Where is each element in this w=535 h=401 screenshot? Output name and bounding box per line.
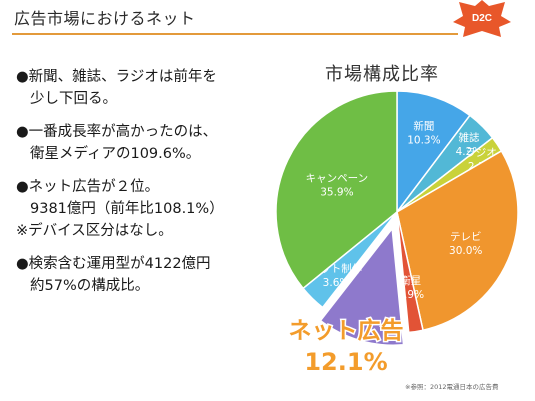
- bullet-1-line-2: 少し下回る。: [30, 91, 117, 107]
- title-rule: [12, 33, 458, 35]
- bullet-1-line-1: ●新聞、雑誌、ラジオは前年を: [16, 69, 217, 85]
- slice-value-4: 30.0%: [449, 245, 482, 257]
- slice-label-1: 新聞: [413, 120, 434, 133]
- source-note: ※参照：2012電通日本の広告費: [405, 383, 499, 391]
- slice-label-4: テレビ: [450, 231, 482, 243]
- d2c-logo: [453, 0, 511, 37]
- bullet-2-line-2: 衛星メディアの109.6%。: [30, 146, 201, 162]
- slice-label-8: キャンペーン: [306, 172, 368, 184]
- bullet-list: ●新聞、雑誌、ラジオは前年を 少し下回る。 ●一番成長率が高かったのは、 衛星メ…: [16, 66, 296, 297]
- slice-value-1: 10.3%: [407, 135, 440, 147]
- bullet-4-line-1: ●検索含む運用型が4122億円: [16, 256, 211, 272]
- slide-title: 広告市場におけるネット: [14, 9, 196, 28]
- chart-title: 市場構成比率: [325, 64, 439, 85]
- slice-label-5: 衛星: [400, 274, 421, 287]
- highlight-label: ネット広告: [289, 317, 404, 344]
- bullet-2-line-1: ●一番成長率が高かったのは、: [16, 124, 218, 140]
- highlight-value: 12.1%: [304, 348, 387, 376]
- slice-label-3: ラジオ: [466, 147, 497, 159]
- pie-slice-8: [275, 90, 398, 290]
- pie-slice-4: [396, 149, 519, 332]
- pie-slice-6: [315, 220, 408, 349]
- bullet-3-line-1: ●ネット広告が２位。: [16, 179, 160, 195]
- pie-slice-1: [396, 90, 471, 215]
- slice-value-7: 3.6%: [323, 277, 350, 289]
- slice-value-8: 35.9%: [320, 186, 353, 198]
- slice-label-2: 雑誌: [458, 131, 479, 144]
- bullet-3-line-3: ※デバイス区分はなし。: [16, 223, 173, 239]
- pie-slice-5: [396, 211, 424, 334]
- bullet-4-line-2: 約57%の構成比。: [30, 278, 150, 294]
- slice-value-5: 1.9%: [397, 289, 424, 301]
- bullet-3-line-2: 9381億円（前年比108.1%）: [30, 201, 224, 217]
- logo-text: D2C: [471, 13, 492, 24]
